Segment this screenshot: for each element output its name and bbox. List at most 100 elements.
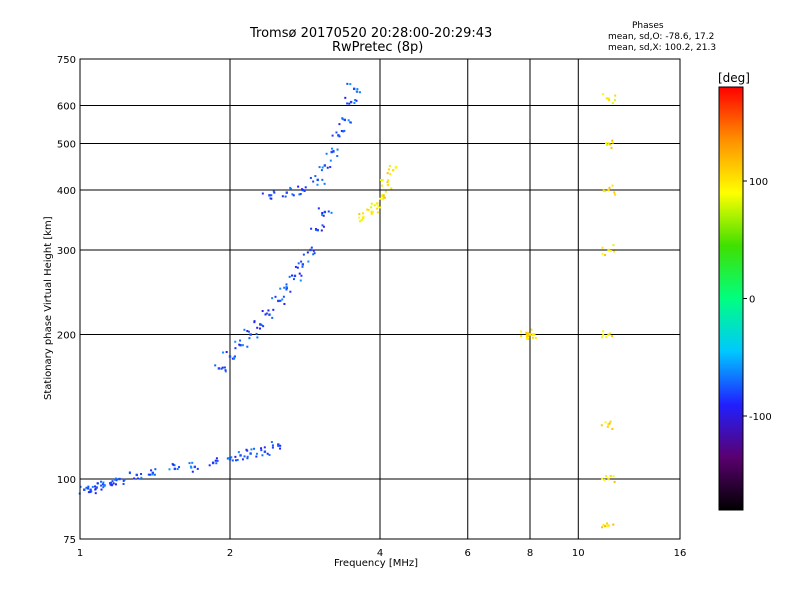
data-point [212,461,215,464]
data-point [239,454,242,457]
data-point [610,146,613,149]
data-point [607,142,610,145]
data-point [338,135,341,138]
data-point [215,457,218,460]
data-point [234,455,237,458]
data-point [336,148,339,151]
data-point [255,455,258,458]
data-point [609,420,612,423]
plot-frame [79,58,681,540]
data-point [381,195,384,198]
data-point [379,197,382,200]
data-point [355,99,358,102]
data-point [337,134,340,137]
data-point [303,189,306,192]
data-point [260,449,263,452]
data-point [271,444,274,447]
data-point [277,444,280,447]
data-point [265,312,268,315]
data-point [246,455,249,458]
data-point [314,228,317,231]
data-point [388,164,391,167]
data-point [343,129,346,132]
data-point [372,210,375,213]
data-point [607,248,610,252]
x-tick-label: 8 [527,548,533,559]
data-point [271,446,274,449]
data-point [527,334,530,337]
data-point [239,344,242,347]
data-point [277,299,280,303]
data-point [263,446,266,449]
data-point [382,194,385,197]
data-point [122,482,125,485]
data-point [607,97,610,100]
data-point [525,331,528,334]
data-point [103,484,106,487]
data-point [316,228,319,232]
data-point [87,487,90,490]
series-o-mode-f1-stratification [214,207,333,373]
data-point [277,443,280,446]
data-point [191,470,194,473]
data-point [284,195,287,198]
data-point [228,457,232,461]
data-point [90,490,93,493]
colorbar-tick-label: -100 [749,412,772,423]
data-point [381,179,384,182]
data-point [234,340,237,343]
y-tick-label: 400 [57,186,76,197]
data-point [330,211,333,214]
data-point [346,102,349,105]
data-point [243,328,246,331]
phases-legend-x-mode: mean, sd,X: 100.2, 21.3 [608,43,717,53]
data-point [384,190,387,193]
data-point [208,464,211,467]
data-point [316,183,319,186]
data-point [352,87,356,91]
data-point [214,364,217,367]
data-point [611,141,614,144]
data-point [268,194,271,197]
plot-grid [80,59,680,539]
data-point [231,459,234,462]
data-point [525,337,528,340]
data-point [264,313,267,316]
data-point [382,198,385,201]
phases-legend-o-mode: mean, sd,O: -78.6, 17.2 [608,32,715,42]
data-point [223,366,226,369]
data-point [262,325,265,328]
data-point [349,100,353,104]
data-point [289,290,292,293]
data-point [601,336,604,339]
data-point [609,249,612,252]
data-point [321,213,324,216]
data-point [285,283,288,286]
data-point [607,477,610,481]
data-point [612,244,615,247]
data-point [321,224,324,227]
data-point [611,102,614,105]
x-tick-label: 4 [377,548,383,559]
data-point [224,369,227,372]
data-point [340,129,343,132]
data-point [601,526,604,529]
data-point [100,488,103,491]
data-point [612,475,615,478]
data-point [343,118,347,122]
data-point [85,486,88,489]
colorbar-unit-label: [deg] [718,71,750,85]
data-point [609,143,612,146]
data-point [312,180,315,183]
data-point [281,298,284,301]
data-point [613,98,616,101]
data-point [230,456,233,459]
series-x-mode-interference-near-11-5-mhz [600,93,617,529]
data-point [173,464,176,467]
data-point [370,212,373,215]
data-point [260,447,263,450]
data-point [520,330,523,333]
data-point [376,211,379,214]
data-point [391,168,395,172]
data-point [178,466,181,469]
